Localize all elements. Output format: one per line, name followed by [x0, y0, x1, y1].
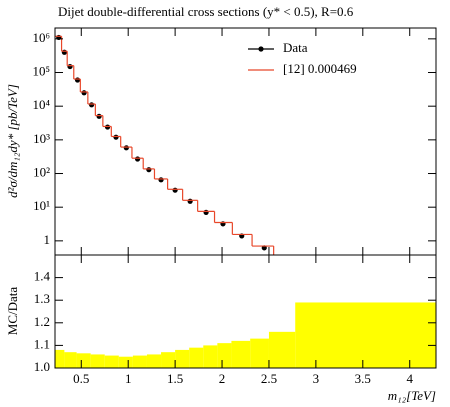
- ratio-bar: [268, 331, 296, 368]
- x-tick-label: 1: [125, 371, 132, 386]
- ratio-bar: [118, 356, 133, 368]
- data-point: [187, 198, 193, 204]
- ratio-bar: [132, 355, 147, 368]
- data-point: [113, 134, 119, 140]
- legend-marker: [258, 46, 264, 52]
- ratio-y-axis-label: MC/Data: [5, 287, 20, 336]
- ratio-bar: [203, 345, 218, 368]
- legend-label: Data: [283, 40, 308, 55]
- x-tick-label: 2: [219, 371, 226, 386]
- chart-title: Dijet double-differential cross sections…: [58, 4, 354, 19]
- ratio-bar: [64, 352, 77, 368]
- ratio-y-tick-label: 1.4: [34, 269, 51, 284]
- ratio-bar: [217, 343, 232, 368]
- ratio-bar: [55, 349, 65, 368]
- data-point: [81, 90, 87, 96]
- data-point: [67, 63, 73, 70]
- ratio-bar: [250, 338, 269, 368]
- x-tick-label: 0.5: [73, 371, 89, 386]
- ratio-frame: [54, 254, 437, 369]
- y-tick-label: 10⁵: [32, 64, 50, 79]
- x-axis-label: m₁₂[TeV]: [388, 388, 436, 403]
- data-point: [96, 113, 102, 119]
- x-tick-label: 3.5: [355, 371, 371, 386]
- ratio-y-tick-label: 1.3: [34, 291, 50, 306]
- x-tick-label: 1.5: [167, 371, 183, 386]
- y-axis-label: d²σ/dm₁₂dy* [pb/TeV]: [5, 84, 20, 198]
- y-tick-label: 10²: [33, 165, 50, 180]
- y-tick-label: 10³: [33, 131, 50, 146]
- ratio-y-tick-label: 1.2: [34, 314, 50, 329]
- ratio-bar: [161, 352, 176, 368]
- y-tick-label: 1: [44, 232, 51, 247]
- ratio-bar: [295, 302, 436, 368]
- y-tick-label: 10¹: [33, 198, 50, 213]
- ratio-y-tick-label: 1.1: [34, 336, 50, 351]
- ratio-bar: [76, 353, 91, 368]
- data-point: [123, 145, 129, 151]
- data-point: [146, 167, 152, 173]
- data-point: [74, 77, 81, 83]
- data-point: [203, 209, 209, 216]
- data-point: [88, 102, 95, 108]
- x-tick-label: 2.5: [261, 371, 277, 386]
- ratio-bar: [146, 354, 162, 368]
- ratio-bar: [104, 355, 119, 368]
- x-tick-label: 4: [406, 371, 413, 386]
- x-tick-label: 3: [313, 371, 320, 386]
- ratio-bar: [189, 347, 204, 368]
- ratio-bar: [231, 340, 251, 368]
- y-tick-label: 10⁶: [32, 30, 50, 45]
- ratio-bar: [175, 349, 190, 368]
- data-point: [134, 156, 141, 162]
- y-tick-label: 10⁴: [32, 97, 50, 112]
- data-point: [158, 177, 164, 183]
- ratio-bar: [90, 354, 105, 368]
- data-point: [61, 49, 67, 55]
- main-frame: [54, 27, 437, 256]
- legend-label: [12] 0.000469: [283, 61, 357, 76]
- ratio-y-tick-label: 1.0: [34, 359, 50, 374]
- data-point: [172, 187, 178, 193]
